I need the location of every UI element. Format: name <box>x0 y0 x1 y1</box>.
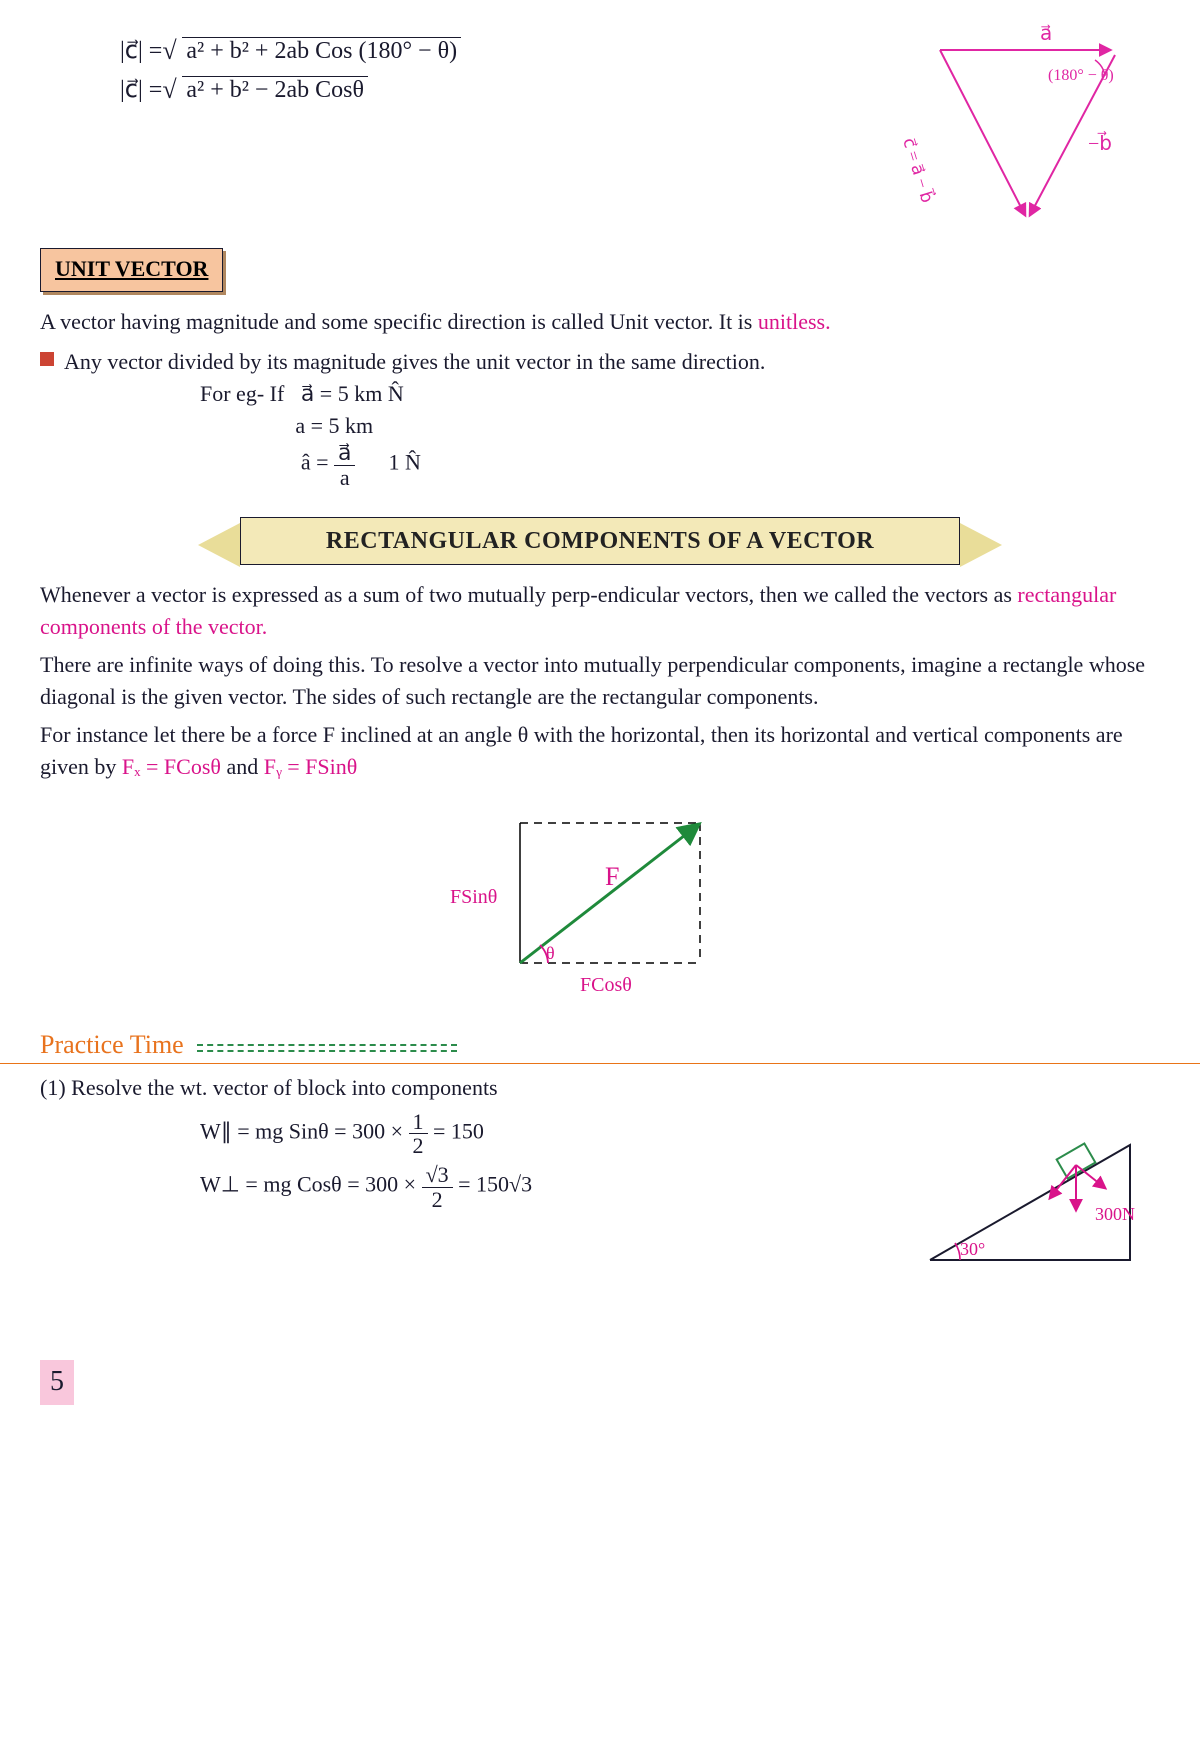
unit-vector-heading: UNIT VECTOR <box>40 248 223 292</box>
rect-fsin: FSinθ <box>450 886 497 908</box>
rect-diagram-wrap: F θ FSinθ FCosθ <box>40 793 1160 1012</box>
rect-para-2: There are infinite ways of doing this. T… <box>40 649 1160 713</box>
uv-eg-line2: a = 5 km <box>295 413 373 438</box>
wpar-mid: = 300 × <box>334 1119 408 1144</box>
uv-example: For eg- If a⃗ = 5 km N̂ For eg- If a = 5… <box>200 378 1160 489</box>
tri-label-b: −b⃗ <box>1088 130 1112 155</box>
uv-eg-line3-rhs: 1 N̂ <box>388 450 420 475</box>
wpar-num: 1 <box>409 1110 428 1134</box>
equation-block: |c⃗| = a² + b² + 2ab Cos (180° − θ) |c⃗|… <box>40 30 880 112</box>
practice-heading-row: Practice Time <box>40 1026 1160 1064</box>
wperp-rhs: = 150√3 <box>458 1172 532 1197</box>
unit-vector-bullet: Any vector divided by its magnitude give… <box>40 346 1160 378</box>
triangle-diagram: a⃗ (180° − θ) −b⃗ c⃗ = a⃗ − b⃗ <box>900 30 1160 230</box>
wpar-den: 2 <box>409 1134 428 1157</box>
rect-fcos: FCosθ <box>580 974 632 996</box>
rect-components-banner: RECTANGULAR COMPONENTS OF A VECTOR <box>240 517 960 566</box>
wperp-den: 2 <box>422 1188 453 1211</box>
rect-para-1: Whenever a vector is expressed as a sum … <box>40 579 1160 643</box>
wpar-rhs: = 150 <box>433 1119 484 1144</box>
eq-lhs-2: |c⃗| = <box>120 77 162 103</box>
uv-eg-line1: a⃗ = 5 km N̂ <box>301 381 404 406</box>
rect-mid: and <box>226 754 263 779</box>
uv-eg-intro: For eg- If <box>200 381 284 406</box>
tri-label-a: a⃗ <box>1040 23 1052 45</box>
page-footer: 5 <box>40 1360 1160 1405</box>
tri-label-c: c⃗ = a⃗ − b⃗ <box>899 135 938 205</box>
ribbon-tail-left <box>198 523 240 567</box>
wperp-num: √3 <box>422 1163 453 1187</box>
rect-fy: Fᵧ = FSinθ <box>264 754 358 779</box>
rect-theta: θ <box>546 943 555 963</box>
incline-weight: 300N <box>1095 1204 1135 1224</box>
incline-diagram: 30° 300N <box>910 1110 1160 1280</box>
practice-underline <box>197 1044 457 1052</box>
uv-text-1: A vector having magnitude and some speci… <box>40 309 758 334</box>
unit-vector-para-1: A vector having magnitude and some speci… <box>40 306 1160 338</box>
rect-fx: Fₓ = FCosθ <box>122 754 221 779</box>
incline-angle: 30° <box>960 1239 985 1259</box>
uv-frac-num: a⃗ <box>334 441 355 465</box>
eq-radicand-1: a² + b² + 2ab Cos (180° − θ) <box>182 37 461 64</box>
tri-angle-label: (180° − θ) <box>1048 67 1114 84</box>
wperp-mid: = 300 × <box>347 1172 421 1197</box>
top-section: |c⃗| = a² + b² + 2ab Cos (180° − θ) |c⃗|… <box>40 30 1160 230</box>
uv-frac-den: a <box>334 466 355 489</box>
bullet-icon <box>40 352 54 366</box>
wperp-lhs: W⊥ = mg Cosθ <box>200 1172 342 1197</box>
ribbon-tail-right <box>960 523 1002 567</box>
uv-unitless: unitless. <box>758 309 831 334</box>
rect-f-label: F <box>605 862 619 891</box>
eq-lhs: |c⃗| = <box>120 38 162 64</box>
equation-c-1: |c⃗| = a² + b² + 2ab Cos (180° − θ) <box>120 34 880 69</box>
w-parallel: W∥ = mg Sinθ = 300 × 1 2 = 150 <box>200 1110 890 1157</box>
wpar-lhs: W∥ = mg Sinθ <box>200 1119 329 1144</box>
rect-diagram: F θ FSinθ FCosθ <box>440 793 760 1003</box>
practice-heading: Practice Time <box>40 1030 184 1059</box>
eq-radicand-2: a² + b² − 2ab Cosθ <box>182 76 368 103</box>
orange-rule <box>0 1063 1200 1064</box>
practice-math: W∥ = mg Sinθ = 300 × 1 2 = 150 W⊥ = mg C… <box>200 1110 890 1210</box>
ribbon-text: RECTANGULAR COMPONENTS OF A VECTOR <box>240 517 960 566</box>
page-number: 5 <box>40 1360 74 1405</box>
practice-q1: (1) Resolve the wt. vector of block into… <box>40 1072 1160 1104</box>
rect-para1a: Whenever a vector is expressed as a sum … <box>40 582 1017 607</box>
uv-eg-line3-lhs: â = <box>301 450 329 475</box>
w-perp: W⊥ = mg Cosθ = 300 × √3 2 = 150√3 <box>200 1163 890 1210</box>
equation-c-2: |c⃗| = a² + b² − 2ab Cosθ <box>120 73 880 108</box>
rect-para-3: For instance let there be a force F incl… <box>40 719 1160 783</box>
uv-bullet-text: Any vector divided by its magnitude give… <box>64 346 765 378</box>
